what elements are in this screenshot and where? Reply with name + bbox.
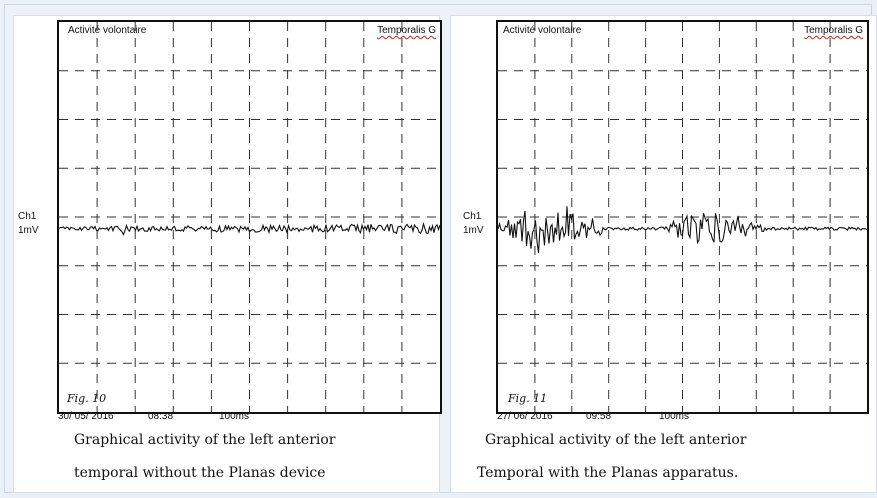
recording-time: 09:58 (586, 411, 612, 422)
scope-title: Activité volontaire (503, 25, 582, 36)
recording-date: 30/ 05/ 2016 (58, 411, 114, 422)
caption-line-1: Graphical activity of the left anterior (485, 432, 747, 448)
caption-line-1: Graphical activity of the left anterior (74, 432, 336, 448)
figure-number: Fig. 10 (67, 392, 107, 405)
recording-time: 08:38 (148, 411, 174, 422)
scale-label: 1mV (463, 225, 484, 236)
oscilloscope-display: Activité volontaire Temporalis G Fig. 10 (57, 20, 442, 414)
caption-line-2: temporal without the Planas device (74, 465, 326, 481)
figure-frame: Ch1 1mV Activité volontaire Temporalis G… (4, 4, 877, 493)
channel-label: Ch1 (18, 211, 37, 222)
scope-title: Activité volontaire (68, 25, 147, 36)
figure-number: Fig. 11 (508, 392, 548, 405)
recording-date: 27/ 06/ 2016 (497, 411, 553, 422)
channel-label: Ch1 (463, 211, 482, 222)
figure-panel-11: Ch1 1mV Activité volontaire Temporalis G… (450, 15, 877, 493)
muscle-channel-name: Temporalis G (804, 25, 863, 36)
caption-line-2: Temporal with the Planas apparatus. (477, 465, 739, 481)
channel-scale-label: Ch1 1mV (18, 210, 39, 238)
channel-scale-label: Ch1 1mV (463, 210, 484, 238)
figure-panel-10: Ch1 1mV Activité volontaire Temporalis G… (13, 15, 442, 493)
emg-signal-trace (498, 206, 867, 253)
emg-signal-trace (59, 221, 440, 236)
emg-trace-plot (59, 22, 440, 412)
timebase-label: 100ms (659, 411, 690, 422)
timebase-label: 100ms (219, 411, 250, 422)
scale-label: 1mV (18, 225, 39, 236)
emg-trace-plot (498, 22, 867, 412)
muscle-channel-name: Temporalis G (377, 25, 436, 36)
oscilloscope-display: Activité volontaire Temporalis G Fig. 11 (496, 20, 869, 414)
